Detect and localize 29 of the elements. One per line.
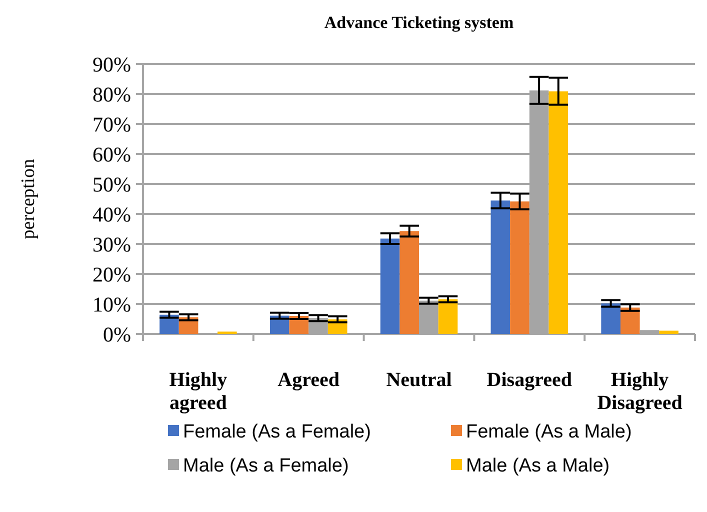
bar	[490, 200, 510, 334]
y-tick-label: 0%	[103, 322, 131, 346]
x-tick-label: Highly Disagreed	[597, 369, 682, 414]
y-tick-label: 10%	[92, 292, 131, 316]
y-axis-title: perception	[18, 158, 39, 240]
y-tick-label: 60%	[92, 142, 131, 166]
y-tick-label: 80%	[92, 82, 131, 106]
y-tick-label: 50%	[92, 172, 131, 196]
bar	[510, 201, 530, 334]
legend-label: Female (As a Male)	[466, 422, 632, 443]
y-tick-label: 40%	[92, 202, 131, 226]
y-tick-label: 30%	[92, 232, 131, 256]
legend-label: Female (As a Female)	[183, 422, 371, 443]
legend-label: Male (As a Female)	[183, 456, 349, 477]
y-tick-label: 70%	[92, 112, 131, 136]
y-tick-label: 20%	[92, 262, 131, 286]
x-tick-label: Agreed	[278, 369, 340, 391]
bar	[400, 231, 419, 334]
x-tick-label: Disagreed	[486, 369, 572, 391]
bar	[380, 238, 400, 334]
bar	[548, 91, 568, 334]
legend-label: Male (As a Male)	[466, 456, 610, 477]
y-tick-label: 90%	[92, 52, 131, 76]
bar	[620, 308, 640, 334]
bar	[659, 330, 678, 334]
bar	[640, 330, 660, 334]
x-tick-label: Highly agreed	[169, 369, 228, 414]
x-tick-label: Neutral	[386, 369, 452, 391]
chart-title: Advance Ticketing system	[324, 13, 514, 32]
